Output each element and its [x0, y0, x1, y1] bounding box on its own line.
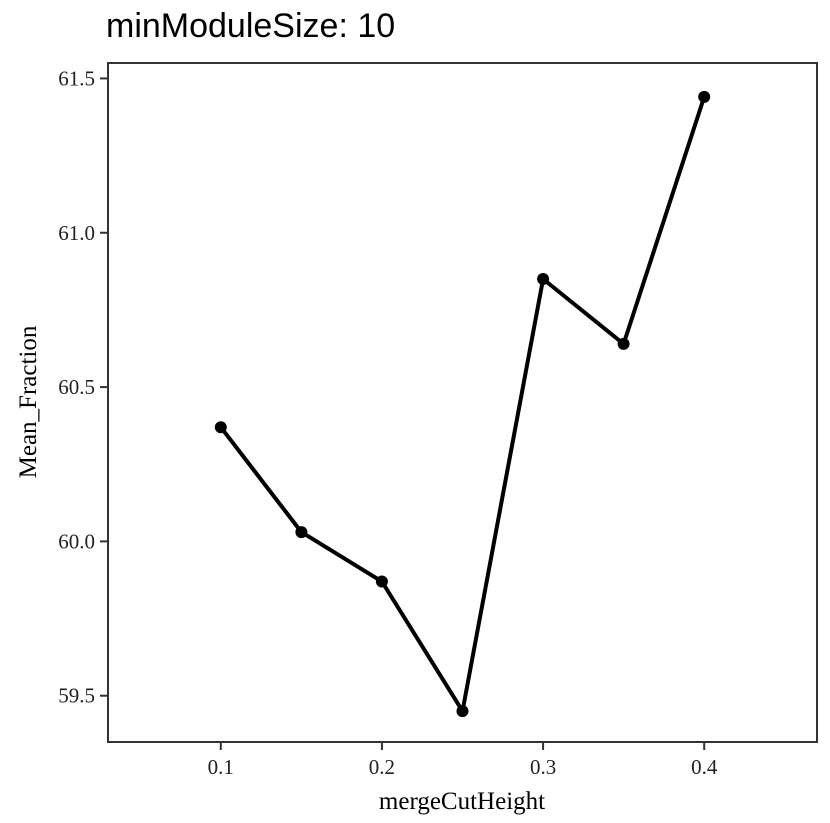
data-point — [617, 337, 630, 350]
y-tick-label: 61.5 — [58, 66, 95, 90]
y-tick-label: 61.0 — [58, 221, 95, 245]
data-points — [214, 90, 711, 718]
x-axis: 0.1 0.2 0.3 0.4 — [208, 742, 718, 779]
y-tick-label: 60.5 — [58, 375, 95, 399]
y-axis-title: Mean_Fraction — [15, 325, 42, 478]
data-point — [375, 575, 388, 588]
data-point — [456, 705, 469, 718]
y-axis: 59.5 60.0 60.5 61.0 61.5 — [58, 66, 108, 708]
data-point — [295, 526, 308, 539]
plot-panel — [107, 62, 818, 743]
y-tick-label: 59.5 — [58, 684, 95, 708]
x-tick-label: 0.4 — [691, 755, 718, 779]
x-tick-label: 0.2 — [369, 755, 395, 779]
data-point — [698, 90, 711, 103]
y-tick-label: 60.0 — [58, 529, 95, 553]
data-point — [537, 273, 550, 285]
data-point — [214, 421, 227, 434]
x-tick-label: 0.3 — [530, 755, 556, 779]
x-tick-label: 0.1 — [208, 755, 234, 779]
x-axis-title: mergeCutHeight — [379, 788, 545, 815]
chart-title: minModuleSize: 10 — [106, 7, 395, 45]
